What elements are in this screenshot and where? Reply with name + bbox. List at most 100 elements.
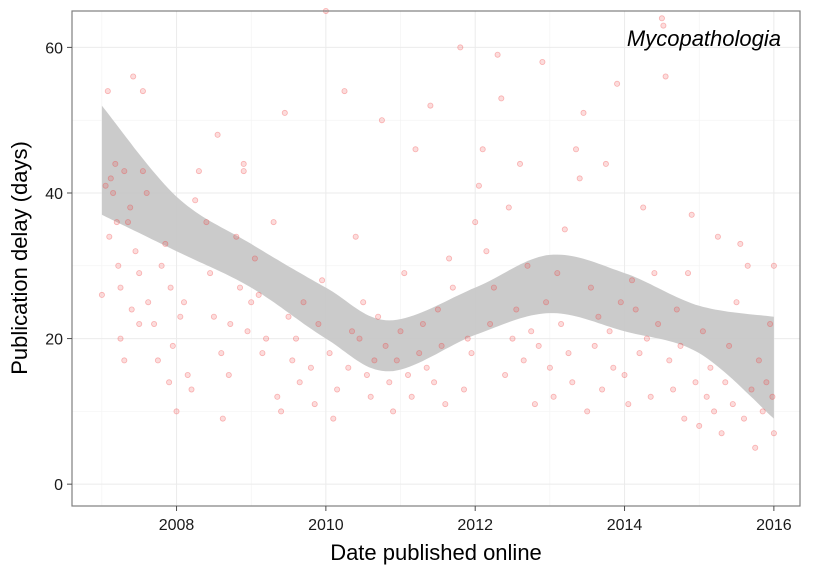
data-point — [632, 306, 639, 313]
data-point — [561, 226, 568, 233]
data-point — [416, 350, 423, 357]
data-point — [617, 299, 624, 306]
data-point — [726, 342, 733, 349]
data-point — [573, 146, 580, 153]
data-point — [188, 386, 195, 393]
data-point — [449, 284, 456, 291]
data-point — [139, 168, 146, 175]
data-point — [670, 386, 677, 393]
data-point — [136, 320, 143, 327]
data-point — [446, 255, 453, 262]
data-point — [296, 379, 303, 386]
data-point — [677, 342, 684, 349]
data-point — [169, 342, 176, 349]
data-point — [688, 211, 695, 218]
data-point — [494, 51, 501, 58]
data-point — [127, 204, 134, 211]
data-point — [681, 415, 688, 422]
data-point — [662, 73, 669, 80]
data-point — [352, 233, 359, 240]
data-point — [145, 299, 152, 306]
data-point — [136, 270, 143, 277]
data-point — [326, 350, 333, 357]
data-point — [602, 160, 609, 167]
data-point — [154, 357, 161, 364]
data-point — [673, 306, 680, 313]
data-point — [115, 262, 122, 269]
data-point — [636, 350, 643, 357]
data-point — [281, 109, 288, 116]
data-point — [769, 393, 776, 400]
data-point — [487, 320, 494, 327]
data-point — [460, 386, 467, 393]
y-axis-ticks: 0 20 40 60 — [45, 40, 72, 494]
data-point — [104, 88, 111, 95]
data-point — [251, 255, 258, 262]
data-point — [490, 284, 497, 291]
x-axis-ticks: 2008 2010 2012 2014 2016 — [159, 506, 792, 534]
data-point — [225, 371, 232, 378]
data-point — [767, 320, 774, 327]
data-point — [569, 379, 576, 386]
data-point — [517, 160, 524, 167]
data-point — [770, 430, 777, 437]
data-point — [707, 364, 714, 371]
data-point — [431, 379, 438, 386]
data-point — [207, 270, 214, 277]
data-point — [285, 313, 292, 320]
data-point — [117, 335, 124, 342]
data-point — [382, 342, 389, 349]
data-point — [729, 401, 736, 408]
data-point — [184, 371, 191, 378]
data-point — [640, 204, 647, 211]
data-point — [113, 219, 120, 226]
data-point — [714, 233, 721, 240]
data-point — [210, 313, 217, 320]
data-point — [274, 393, 281, 400]
data-point — [263, 335, 270, 342]
x-tick-label: 2008 — [159, 517, 195, 534]
x-axis-title: Date published online — [330, 540, 542, 565]
data-point — [255, 291, 262, 298]
y-tick-label: 40 — [45, 186, 63, 203]
data-point — [180, 299, 187, 306]
data-point — [580, 109, 587, 116]
data-point — [423, 364, 430, 371]
data-point — [330, 415, 337, 422]
data-point — [214, 131, 221, 138]
y-tick-label: 0 — [54, 477, 63, 494]
data-point — [660, 22, 667, 29]
y-axis-title: Publication delay (days) — [7, 141, 32, 375]
data-point — [348, 328, 355, 335]
data-point — [240, 168, 247, 175]
data-point — [483, 248, 490, 255]
data-point — [520, 357, 527, 364]
data-point — [643, 335, 650, 342]
data-point — [629, 277, 636, 284]
data-point — [177, 313, 184, 320]
data-point — [434, 306, 441, 313]
data-point — [595, 313, 602, 320]
data-point — [102, 182, 109, 189]
data-point — [98, 291, 105, 298]
data-point — [125, 219, 132, 226]
data-point — [404, 371, 411, 378]
chart-annotation: Mycopathologia — [627, 26, 781, 51]
data-point — [132, 248, 139, 255]
data-point — [744, 262, 751, 269]
data-point — [479, 146, 486, 153]
data-point — [498, 95, 505, 102]
data-point — [345, 364, 352, 371]
data-point — [658, 15, 665, 22]
data-point — [539, 59, 546, 66]
data-point — [509, 335, 516, 342]
data-point — [107, 175, 114, 182]
data-point — [371, 357, 378, 364]
data-point — [528, 328, 535, 335]
data-point — [625, 401, 632, 408]
data-point — [315, 320, 322, 327]
data-point — [584, 408, 591, 415]
data-point — [121, 168, 128, 175]
data-point — [685, 270, 692, 277]
data-point — [737, 240, 744, 247]
